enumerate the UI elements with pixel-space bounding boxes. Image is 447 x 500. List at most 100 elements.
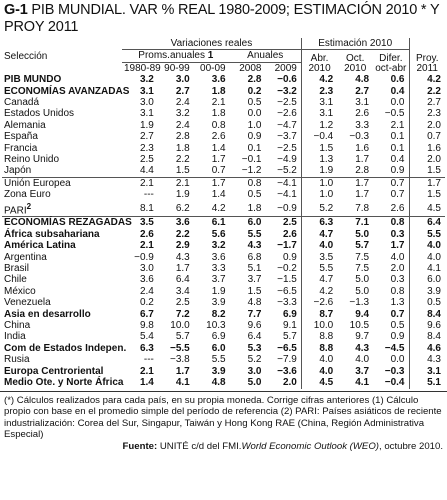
row-label-text: Chile [4, 274, 27, 286]
row-label-text: India [4, 331, 26, 343]
cell: 4.2 [211, 202, 226, 214]
cell: 1.5 [408, 165, 445, 178]
cell: 0.7 [408, 131, 445, 143]
cell: 4.3 [408, 354, 445, 366]
cell: 2.3 [408, 108, 445, 120]
cell: −0.1 [241, 154, 262, 166]
cell: 0.2 [247, 85, 262, 97]
row-label: Europa Centroriental [2, 366, 122, 377]
cell: 1.4 [139, 377, 154, 389]
cell: 3.3 [211, 263, 226, 275]
period-header: 90-99 [164, 62, 190, 74]
table-row: Rusia --- −3.8 5.5 5.2 −7.9 4.0 4.0 0.0 4.3 [2, 354, 445, 366]
row-label: Brasil [2, 263, 122, 274]
table-row: Estados Unidos 3.1 3.2 1.8 0.0 −2.6 3.1 2.6 −0.5… [2, 108, 445, 120]
cell: 4.5 [300, 377, 338, 389]
cell: 2.7 [175, 85, 190, 97]
cell: 8.8 [300, 342, 338, 355]
cell: 8.8 [300, 331, 338, 343]
row-label-text: México [4, 285, 36, 297]
cell: 4.1 [175, 377, 190, 389]
table-row: México 2.4 3.4 1.9 1.5 −6.5 4.2 5.0 0.8 3.9 [2, 285, 445, 298]
cell: 1.0 [247, 119, 262, 131]
cell: 0.2 [139, 297, 154, 309]
cell: 6.8 [247, 251, 262, 263]
cell: 3.1 [300, 108, 338, 120]
cell: 9.7 [355, 331, 370, 343]
cell: 1.7 [175, 365, 190, 377]
cell: 1.0 [300, 176, 338, 190]
cell: 0.7 [390, 308, 405, 320]
source: Fuente: UNITÉ c/d del FMI.World Economic… [4, 441, 443, 453]
cell: 2.3 [139, 142, 154, 154]
note: 1 [207, 50, 214, 62]
cell: 8.2 [211, 308, 226, 320]
cell: 3.2 [139, 74, 154, 86]
row-label: Zona Euro [2, 189, 122, 200]
cell: 2.2 [408, 85, 445, 98]
cell: 3.2 [175, 108, 190, 120]
cell: 3.1 [139, 85, 154, 97]
row-label: Chile [2, 274, 122, 285]
cell: 2.1 [139, 240, 154, 252]
table-row: Canadá 3.0 2.4 2.1 0.5 −2.5 3.1 3.1 0.0 2.7 [2, 97, 445, 109]
cell: −2.6 [277, 108, 297, 120]
row-label: Reino Unido [2, 154, 122, 165]
cell: 2.0 [282, 377, 297, 389]
table-row: Japón 4.4 1.5 0.7 −1.2 −5.2 1.9 2.8 0.9 1.5 [2, 165, 445, 178]
cell: 3.1 [408, 365, 445, 378]
cell: 3.9 [408, 285, 445, 298]
cell: 6.1 [193, 216, 230, 229]
period-header: 2008 [239, 62, 262, 74]
cell: 2.6 [282, 228, 297, 240]
group-header: Estimación 2010 [300, 38, 409, 51]
row-label: Asia en desarrollo [2, 309, 122, 320]
cell: 3.6 [211, 251, 226, 263]
table-row: Chile 3.6 6.4 3.7 3.7 −1.5 4.7 5.0 0.3 6.0 [2, 274, 445, 286]
row-label-text: PIB MUNDO [4, 74, 62, 86]
cell: 2.8 [247, 74, 262, 86]
table-row: África subsahariana 2.6 2.2 5.6 5.5 2.6 4.7 5.0… [2, 228, 445, 241]
cell: 2.6 [390, 202, 405, 214]
cell: −1.2 [241, 165, 262, 177]
cell: 5.0 [355, 285, 370, 297]
row-label-text: España [4, 131, 38, 143]
header: Oct. 2010 [344, 53, 367, 75]
code: G-1 [4, 2, 28, 18]
cell: 3.7 [211, 274, 226, 286]
cell: 0.3 [390, 274, 405, 286]
cell: −7.9 [277, 354, 297, 366]
cell: 1.5 [247, 285, 262, 297]
cell: −6.5 [277, 285, 297, 297]
cell: 3.0 [175, 74, 190, 86]
cell: 0.6 [390, 74, 405, 86]
cell: −4.9 [277, 154, 297, 166]
data-table: Variaciones reales Estimación 2010 Proy. 2… [2, 38, 445, 389]
cell: 4.8 [247, 297, 262, 309]
cell: 0.9 [282, 251, 297, 263]
cell: 3.4 [175, 285, 190, 297]
cell: 4.0 [408, 251, 445, 264]
cell: 4.3 [247, 240, 262, 252]
cell: 2.1 [122, 176, 158, 190]
cell: 1.7 [355, 189, 370, 201]
cell: 1.3 [300, 154, 338, 166]
title-text: PIB MUNDIAL. VAR % REAL 1980-2009; ESTIM… [4, 2, 440, 35]
cell: 6.0 [408, 274, 445, 286]
row-label-text: Venezuela [4, 297, 51, 309]
cell: 4.1 [355, 377, 370, 389]
row-label-text: ECONOMÍAS REZAGADAS [4, 217, 132, 229]
cell: 3.6 [139, 274, 154, 286]
cell: 10.0 [300, 320, 338, 332]
cell: 5.7 [355, 240, 370, 252]
header: Abr. 2010 [300, 49, 338, 75]
cell: 3.0 [139, 263, 154, 275]
cell: 3.3 [355, 119, 370, 131]
row-label-text: América Latina [4, 240, 76, 252]
table-row: Com de Estados Indepen. 6.3 −5.5 6.0 5.3 −6.5… [2, 342, 445, 355]
cell: 7.1 [337, 216, 374, 229]
cell: 7.8 [355, 202, 370, 214]
cell: −4.7 [277, 119, 297, 131]
row-label: América Latina [2, 240, 122, 251]
row-label-text: Estados Unidos [4, 108, 75, 120]
